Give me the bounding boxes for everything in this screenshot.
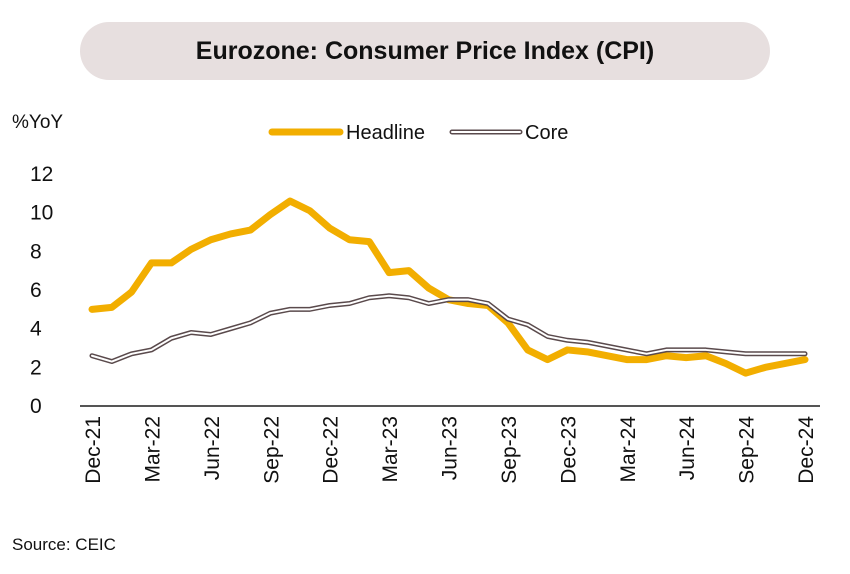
source-note: Source: CEIC (12, 535, 116, 554)
x-tick-label: Dec-24 (795, 416, 818, 484)
y-axis-label: %YoY (12, 112, 64, 133)
x-tick-label: Jun-23 (439, 416, 462, 480)
series-line-headline (88, 197, 809, 377)
x-tick-label: Dec-21 (82, 416, 105, 484)
legend-label-headline: Headline (346, 122, 425, 144)
series-line-core-outline (89, 293, 808, 365)
y-tick-label: 0 (30, 395, 42, 418)
legend-label-core: Core (525, 122, 568, 144)
y-tick-label: 4 (30, 318, 42, 341)
x-tick-label: Mar-23 (379, 416, 402, 483)
y-tick-label: 8 (30, 240, 42, 263)
y-tick-label: 12 (30, 163, 53, 186)
x-tick-label: Dec-23 (557, 416, 580, 484)
x-tick-label: Jun-22 (201, 416, 224, 480)
y-tick-label: 6 (30, 279, 42, 302)
x-tick-label: Dec-22 (320, 416, 343, 484)
x-tick-label: Mar-24 (617, 416, 640, 483)
series-line-core (91, 294, 806, 363)
y-tick-label: 10 (30, 202, 53, 225)
x-tick-label: Jun-24 (676, 416, 699, 481)
x-tick-label: Sep-24 (736, 416, 759, 484)
chart-title: Eurozone: Consumer Price Index (CPI) (80, 22, 770, 80)
x-tick-label: Sep-22 (260, 416, 283, 484)
y-tick-label: 2 (30, 356, 42, 379)
x-tick-label: Mar-22 (141, 416, 164, 483)
x-tick-label: Sep-23 (498, 416, 521, 484)
